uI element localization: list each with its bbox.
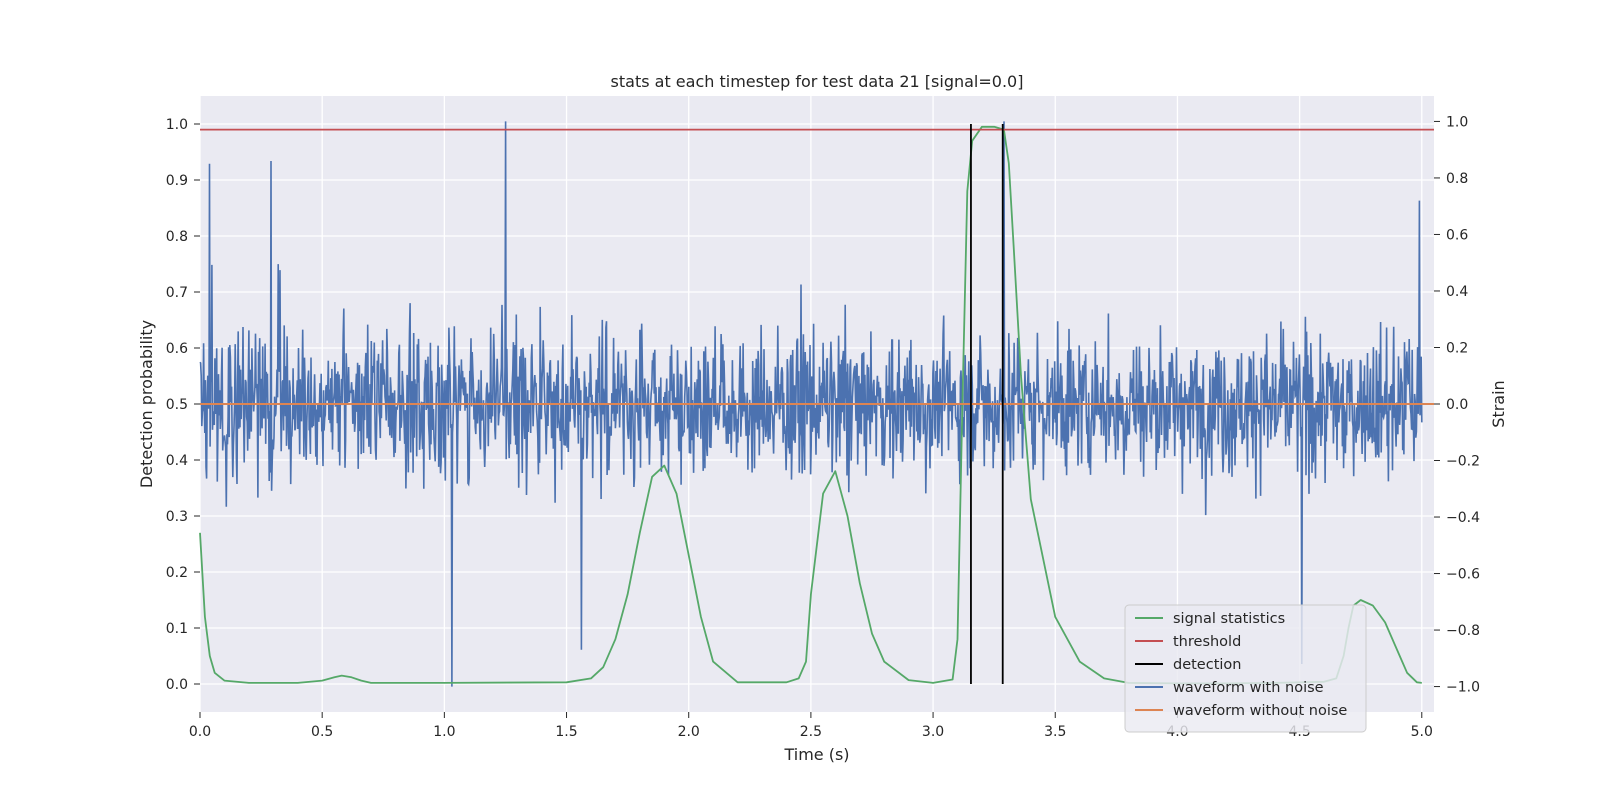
- y-right-tick-label: 0.2: [1446, 340, 1468, 356]
- y-right-tick-label: 0.6: [1446, 227, 1468, 243]
- y-left-tick-label: 0.9: [166, 173, 188, 189]
- x-axis-label: Time (s): [783, 745, 849, 764]
- x-tick-label: 2.0: [678, 724, 700, 740]
- x-tick-label: 0.5: [311, 724, 333, 740]
- legend-label: detection: [1173, 657, 1241, 673]
- y-right-tick-label: −0.2: [1446, 454, 1480, 470]
- x-tick-label: 1.0: [433, 724, 455, 740]
- x-tick-label: 3.5: [1044, 724, 1066, 740]
- y-right-tick-label: 0.4: [1446, 284, 1468, 300]
- y-left-axis-ticks: 0.0 0.1 0.2 0.3 0.4 0.5 0.6 0.7 0.8 0.9 1.0: [166, 117, 200, 693]
- y-left-tick-label: 0.1: [166, 621, 188, 637]
- y-left-tick-label: 0.4: [166, 453, 188, 469]
- y-left-axis-label: Detection probability: [137, 320, 156, 488]
- y-right-tick-label: −1.0: [1446, 680, 1480, 696]
- y-right-tick-label: −0.8: [1446, 623, 1480, 639]
- y-right-tick-label: 1.0: [1446, 114, 1468, 130]
- y-left-tick-label: 0.2: [166, 565, 188, 581]
- y-right-tick-label: 0.8: [1446, 171, 1468, 187]
- y-left-tick-label: 1.0: [166, 117, 188, 133]
- chart-title: stats at each timestep for test data 21 …: [611, 72, 1024, 91]
- legend-label: signal statistics: [1173, 611, 1285, 627]
- x-tick-label: 5.0: [1411, 724, 1433, 740]
- y-left-tick-label: 0.3: [166, 509, 188, 525]
- y-right-tick-label: −0.6: [1446, 567, 1480, 583]
- x-tick-label: 0.0: [189, 724, 211, 740]
- y-left-tick-label: 0.6: [166, 341, 188, 357]
- legend-label: waveform with noise: [1173, 680, 1324, 696]
- x-tick-label: 2.5: [800, 724, 822, 740]
- y-left-tick-label: 0.7: [166, 285, 188, 301]
- y-left-tick-label: 0.5: [166, 397, 188, 413]
- y-right-axis-ticks: −1.0 −0.8 −0.6 −0.4 −0.2 0.0 0.2 0.4 0.6 0.8 1.0: [1434, 114, 1480, 696]
- legend-label: threshold: [1173, 634, 1241, 650]
- y-right-axis-label: Strain: [1489, 380, 1508, 427]
- y-left-tick-label: 0.8: [166, 229, 188, 245]
- x-tick-label: 3.0: [922, 724, 944, 740]
- x-tick-label: 1.5: [555, 724, 577, 740]
- legend-label: waveform without noise: [1173, 703, 1347, 719]
- y-right-tick-label: −0.4: [1446, 510, 1480, 526]
- legend-box: [1124, 604, 1367, 733]
- y-left-tick-label: 0.0: [166, 677, 188, 693]
- y-right-tick-label: 0.0: [1446, 397, 1468, 413]
- legend: signal statistics threshold detection wavef…: [1124, 604, 1367, 733]
